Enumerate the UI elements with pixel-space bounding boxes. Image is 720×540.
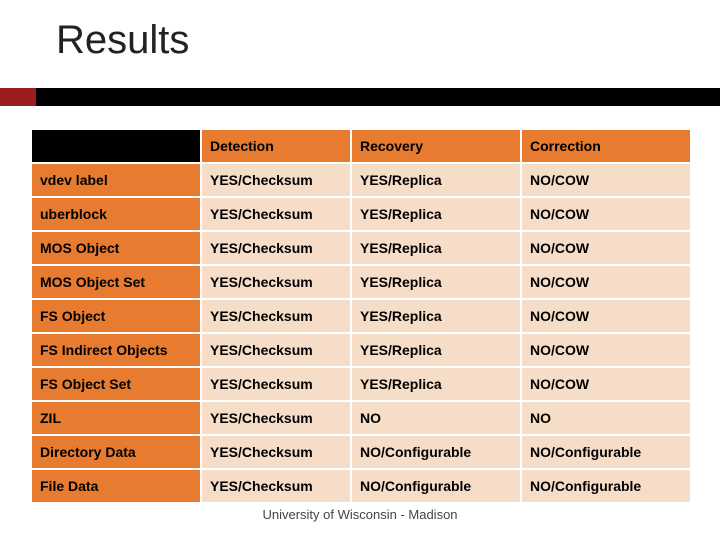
cell: YES/Replica xyxy=(351,197,521,231)
row-header: FS Object Set xyxy=(31,367,201,401)
table-row: FS Indirect Objects YES/Checksum YES/Rep… xyxy=(31,333,691,367)
page-title: Results xyxy=(56,18,189,63)
cell: YES/Checksum xyxy=(201,231,351,265)
cell: YES/Checksum xyxy=(201,333,351,367)
table-row: vdev label YES/Checksum YES/Replica NO/C… xyxy=(31,163,691,197)
row-header: MOS Object xyxy=(31,231,201,265)
rule-accent xyxy=(0,88,36,106)
cell: NO xyxy=(351,401,521,435)
cell: YES/Checksum xyxy=(201,469,351,503)
cell: NO/Configurable xyxy=(351,469,521,503)
cell: YES/Replica xyxy=(351,299,521,333)
results-table: Detection Recovery Correction vdev label… xyxy=(30,128,692,504)
cell: YES/Replica xyxy=(351,231,521,265)
table-row: FS Object YES/Checksum YES/Replica NO/CO… xyxy=(31,299,691,333)
footer-text: University of Wisconsin - Madison xyxy=(0,507,720,522)
cell: YES/Checksum xyxy=(201,299,351,333)
cell: NO/Configurable xyxy=(521,469,691,503)
cell: NO/COW xyxy=(521,367,691,401)
row-header: FS Indirect Objects xyxy=(31,333,201,367)
table-header-row: Detection Recovery Correction xyxy=(31,129,691,163)
slide: Results Detection Recovery Correction vd… xyxy=(0,0,720,540)
cell: NO/COW xyxy=(521,299,691,333)
cell: YES/Replica xyxy=(351,333,521,367)
cell: YES/Replica xyxy=(351,265,521,299)
cell: NO/Configurable xyxy=(351,435,521,469)
row-header: vdev label xyxy=(31,163,201,197)
header-blank xyxy=(31,129,201,163)
cell: YES/Checksum xyxy=(201,265,351,299)
cell: YES/Replica xyxy=(351,163,521,197)
table-row: MOS Object Set YES/Checksum YES/Replica … xyxy=(31,265,691,299)
cell: NO/COW xyxy=(521,163,691,197)
row-header: File Data xyxy=(31,469,201,503)
row-header: ZIL xyxy=(31,401,201,435)
row-header: FS Object xyxy=(31,299,201,333)
row-header: uberblock xyxy=(31,197,201,231)
cell: NO/COW xyxy=(521,197,691,231)
cell: YES/Checksum xyxy=(201,163,351,197)
table-row: ZIL YES/Checksum NO NO xyxy=(31,401,691,435)
cell: NO/COW xyxy=(521,333,691,367)
table-body: vdev label YES/Checksum YES/Replica NO/C… xyxy=(31,163,691,503)
cell: NO/COW xyxy=(521,231,691,265)
row-header: Directory Data xyxy=(31,435,201,469)
table-row: FS Object Set YES/Checksum YES/Replica N… xyxy=(31,367,691,401)
table-row: Directory Data YES/Checksum NO/Configura… xyxy=(31,435,691,469)
table-row: MOS Object YES/Checksum YES/Replica NO/C… xyxy=(31,231,691,265)
cell: NO/COW xyxy=(521,265,691,299)
table-row: uberblock YES/Checksum YES/Replica NO/CO… xyxy=(31,197,691,231)
cell: YES/Checksum xyxy=(201,197,351,231)
title-rule xyxy=(0,88,720,112)
rule-bar xyxy=(0,88,720,106)
cell: YES/Checksum xyxy=(201,401,351,435)
col-header: Detection xyxy=(201,129,351,163)
results-table-wrap: Detection Recovery Correction vdev label… xyxy=(30,128,690,504)
col-header: Correction xyxy=(521,129,691,163)
table-row: File Data YES/Checksum NO/Configurable N… xyxy=(31,469,691,503)
cell: NO xyxy=(521,401,691,435)
row-header: MOS Object Set xyxy=(31,265,201,299)
cell: YES/Checksum xyxy=(201,435,351,469)
cell: YES/Checksum xyxy=(201,367,351,401)
cell: YES/Replica xyxy=(351,367,521,401)
col-header: Recovery xyxy=(351,129,521,163)
cell: NO/Configurable xyxy=(521,435,691,469)
